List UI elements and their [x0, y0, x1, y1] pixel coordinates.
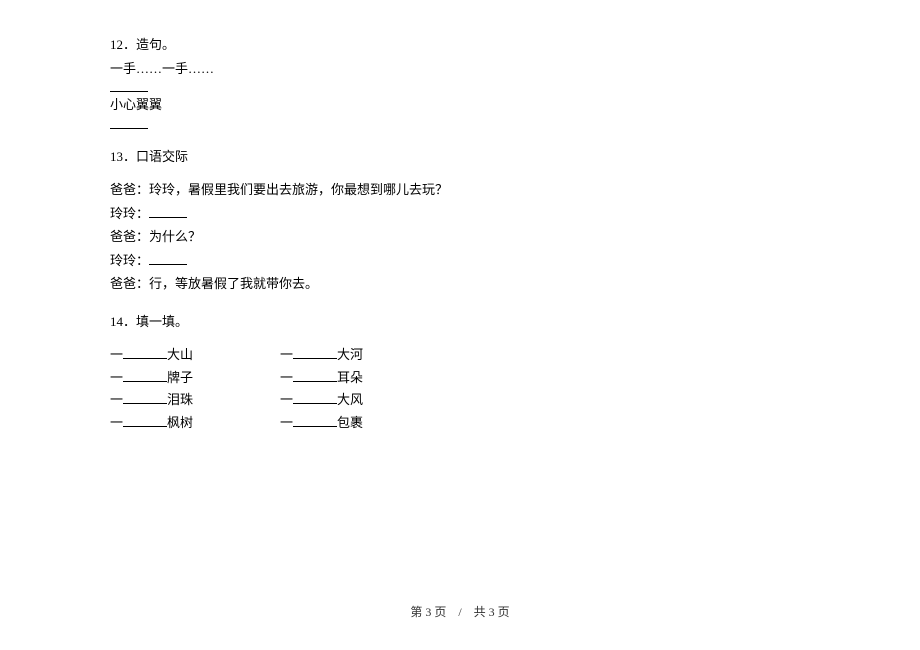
fill-item-left: 一 泪珠: [110, 390, 280, 410]
prefix: 一: [110, 390, 123, 410]
speaker-label: 玲玲：: [110, 206, 149, 221]
answer-blank: [123, 370, 167, 382]
word: 包裹: [337, 413, 363, 433]
speaker-label: 爸爸：: [110, 276, 149, 291]
answer-blank-line: [110, 80, 148, 92]
question-14: 14．填一填。 一大山 一大河 一牌子 一耳朵 一泪珠 一大风: [110, 312, 810, 433]
answer-blank: [123, 415, 167, 427]
q13-header: 13．口语交际: [110, 147, 810, 167]
q13-line3: 爸爸：为什么？: [110, 227, 810, 247]
answer-blank: [293, 415, 337, 427]
prefix: 一: [280, 390, 293, 410]
q12-item1: 一手……一手……: [110, 59, 810, 79]
answer-blank: [293, 392, 337, 404]
page-footer: 第 3 页 / 共 3 页: [0, 603, 920, 620]
q13-number: 13．: [110, 149, 136, 164]
q14-title: 填一填。: [136, 314, 188, 329]
prefix: 一: [280, 368, 293, 388]
q13-line4: 玲玲：: [110, 251, 810, 271]
speaker-label: 爸爸：: [110, 182, 149, 197]
word: 泪珠: [167, 390, 193, 410]
word: 牌子: [167, 368, 193, 388]
dialogue-text: 行，等放暑假了我就带你去。: [149, 276, 318, 291]
question-12: 12．造句。 一手……一手…… 小心翼翼: [110, 35, 810, 129]
dialogue-text: 为什么？: [149, 229, 201, 244]
word: 耳朵: [337, 368, 363, 388]
document-content: 12．造句。 一手……一手…… 小心翼翼 13．口语交际 爸爸：玲玲，暑假里我们…: [0, 0, 920, 432]
fill-item-right: 一 大风: [280, 390, 363, 410]
word: 枫树: [167, 413, 193, 433]
answer-blank: [149, 206, 187, 218]
fill-item-left: 一 枫树: [110, 413, 280, 433]
question-13: 13．口语交际 爸爸：玲玲，暑假里我们要出去旅游，你最想到哪儿去玩？ 玲玲： 爸…: [110, 147, 810, 294]
prefix: 一: [110, 368, 123, 388]
speaker-label: 爸爸：: [110, 229, 149, 244]
fill-item-left: 一 牌子: [110, 368, 280, 388]
fill-item-right: 一 包裹: [280, 413, 363, 433]
fill-item-right: 一 耳朵: [280, 368, 363, 388]
fill-row: 一 大山 一 大河: [110, 345, 810, 365]
q14-header: 14．填一填。: [110, 312, 810, 332]
q12-number: 12．: [110, 37, 136, 52]
q13-line5: 爸爸：行，等放暑假了我就带你去。: [110, 274, 810, 294]
answer-blank-line: [110, 117, 148, 129]
q12-item2: 小心翼翼: [110, 95, 810, 115]
q13-line2: 玲玲：: [110, 204, 810, 224]
word: 大河: [337, 345, 363, 365]
fill-item-right: 一 大河: [280, 345, 363, 365]
answer-blank: [293, 370, 337, 382]
fill-row: 一 牌子 一 耳朵: [110, 368, 810, 388]
q13-title: 口语交际: [136, 149, 188, 164]
word: 大风: [337, 390, 363, 410]
fill-row: 一 枫树 一 包裹: [110, 413, 810, 433]
answer-blank: [123, 347, 167, 359]
word: 大山: [167, 345, 193, 365]
q14-number: 14．: [110, 314, 136, 329]
q12-header: 12．造句。: [110, 35, 810, 55]
q12-title: 造句。: [136, 37, 175, 52]
page-number-text: 第 3 页 / 共 3 页: [410, 605, 509, 619]
answer-blank: [123, 392, 167, 404]
fill-item-left: 一 大山: [110, 345, 280, 365]
fill-row: 一 泪珠 一 大风: [110, 390, 810, 410]
q13-line1: 爸爸：玲玲，暑假里我们要出去旅游，你最想到哪儿去玩？: [110, 180, 810, 200]
prefix: 一: [110, 345, 123, 365]
answer-blank: [293, 347, 337, 359]
speaker-label: 玲玲：: [110, 253, 149, 268]
answer-blank: [149, 253, 187, 265]
prefix: 一: [280, 345, 293, 365]
dialogue-text: 玲玲，暑假里我们要出去旅游，你最想到哪儿去玩？: [149, 182, 448, 197]
prefix: 一: [110, 413, 123, 433]
prefix: 一: [280, 413, 293, 433]
